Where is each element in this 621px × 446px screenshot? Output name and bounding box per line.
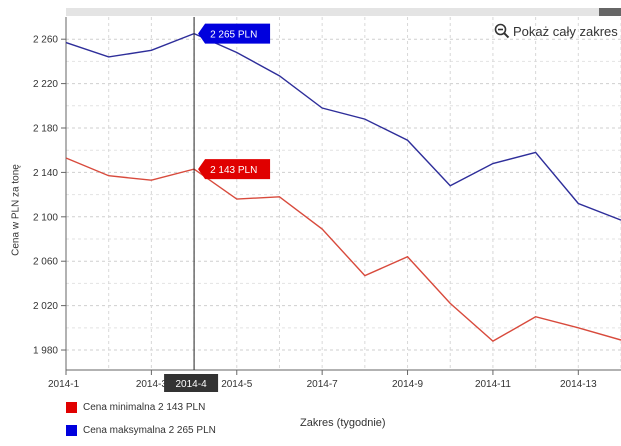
x-tick-label: 2014-11 xyxy=(475,379,511,390)
zoom-out-icon xyxy=(494,23,510,39)
x-tick-label: 2014-9 xyxy=(392,379,424,390)
legend-swatch-max xyxy=(66,424,77,436)
cursor-x-label-box xyxy=(164,374,219,392)
legend-label-min: Cena minimalna 2 143 PLN xyxy=(83,401,206,413)
x-tick-label: 2014-5 xyxy=(221,379,253,390)
y-tick-label: 2 260 xyxy=(33,35,58,46)
y-tick-label: 2 140 xyxy=(33,168,58,179)
y-tick-label: 2 180 xyxy=(33,124,58,135)
tooltip-max xyxy=(198,23,271,44)
tooltip-min-text: 2 143 PLN xyxy=(210,165,257,176)
y-tick-label: 1 980 xyxy=(33,346,58,357)
y-tick-label: 2 060 xyxy=(33,257,58,268)
legend-item-min[interactable]: Cena minimalna 2 143 PLN xyxy=(66,400,216,414)
x-tick-label: 2014-13 xyxy=(560,379,597,390)
legend-label-max: Cena maksymalna 2 265 PLN xyxy=(83,424,216,436)
y-tick-label: 2 220 xyxy=(33,79,58,90)
cursor-x-label: 2014-4 xyxy=(176,379,208,390)
tooltip-min xyxy=(198,159,271,180)
legend-item-max[interactable]: Cena maksymalna 2 265 PLN xyxy=(66,423,216,437)
series-line-min xyxy=(65,157,621,342)
series-line-max xyxy=(65,32,621,221)
legend-swatch-min xyxy=(66,401,77,413)
legend: Cena minimalna 2 143 PLN Cena maksymalna… xyxy=(66,400,216,446)
tooltip-max-text: 2 265 PLN xyxy=(210,30,257,41)
scrollbar-handle[interactable] xyxy=(599,8,621,16)
scrollbar-track[interactable] xyxy=(66,8,621,16)
x-tick-label: 2014-7 xyxy=(307,379,339,390)
y-axis-title: Cena w PLN za tonę xyxy=(10,164,22,256)
x-tick-label: 2014-3 xyxy=(136,379,168,390)
x-axis-title: Zakres (tygodnie) xyxy=(300,417,386,429)
y-tick-label: 2 100 xyxy=(33,212,58,223)
reset-zoom-button[interactable]: Pokaż cały zakres xyxy=(494,21,618,41)
x-tick-label: 2014-1 xyxy=(48,379,80,390)
y-tick-label: 2 020 xyxy=(33,301,58,312)
reset-zoom-label: Pokaż cały zakres xyxy=(513,23,618,39)
